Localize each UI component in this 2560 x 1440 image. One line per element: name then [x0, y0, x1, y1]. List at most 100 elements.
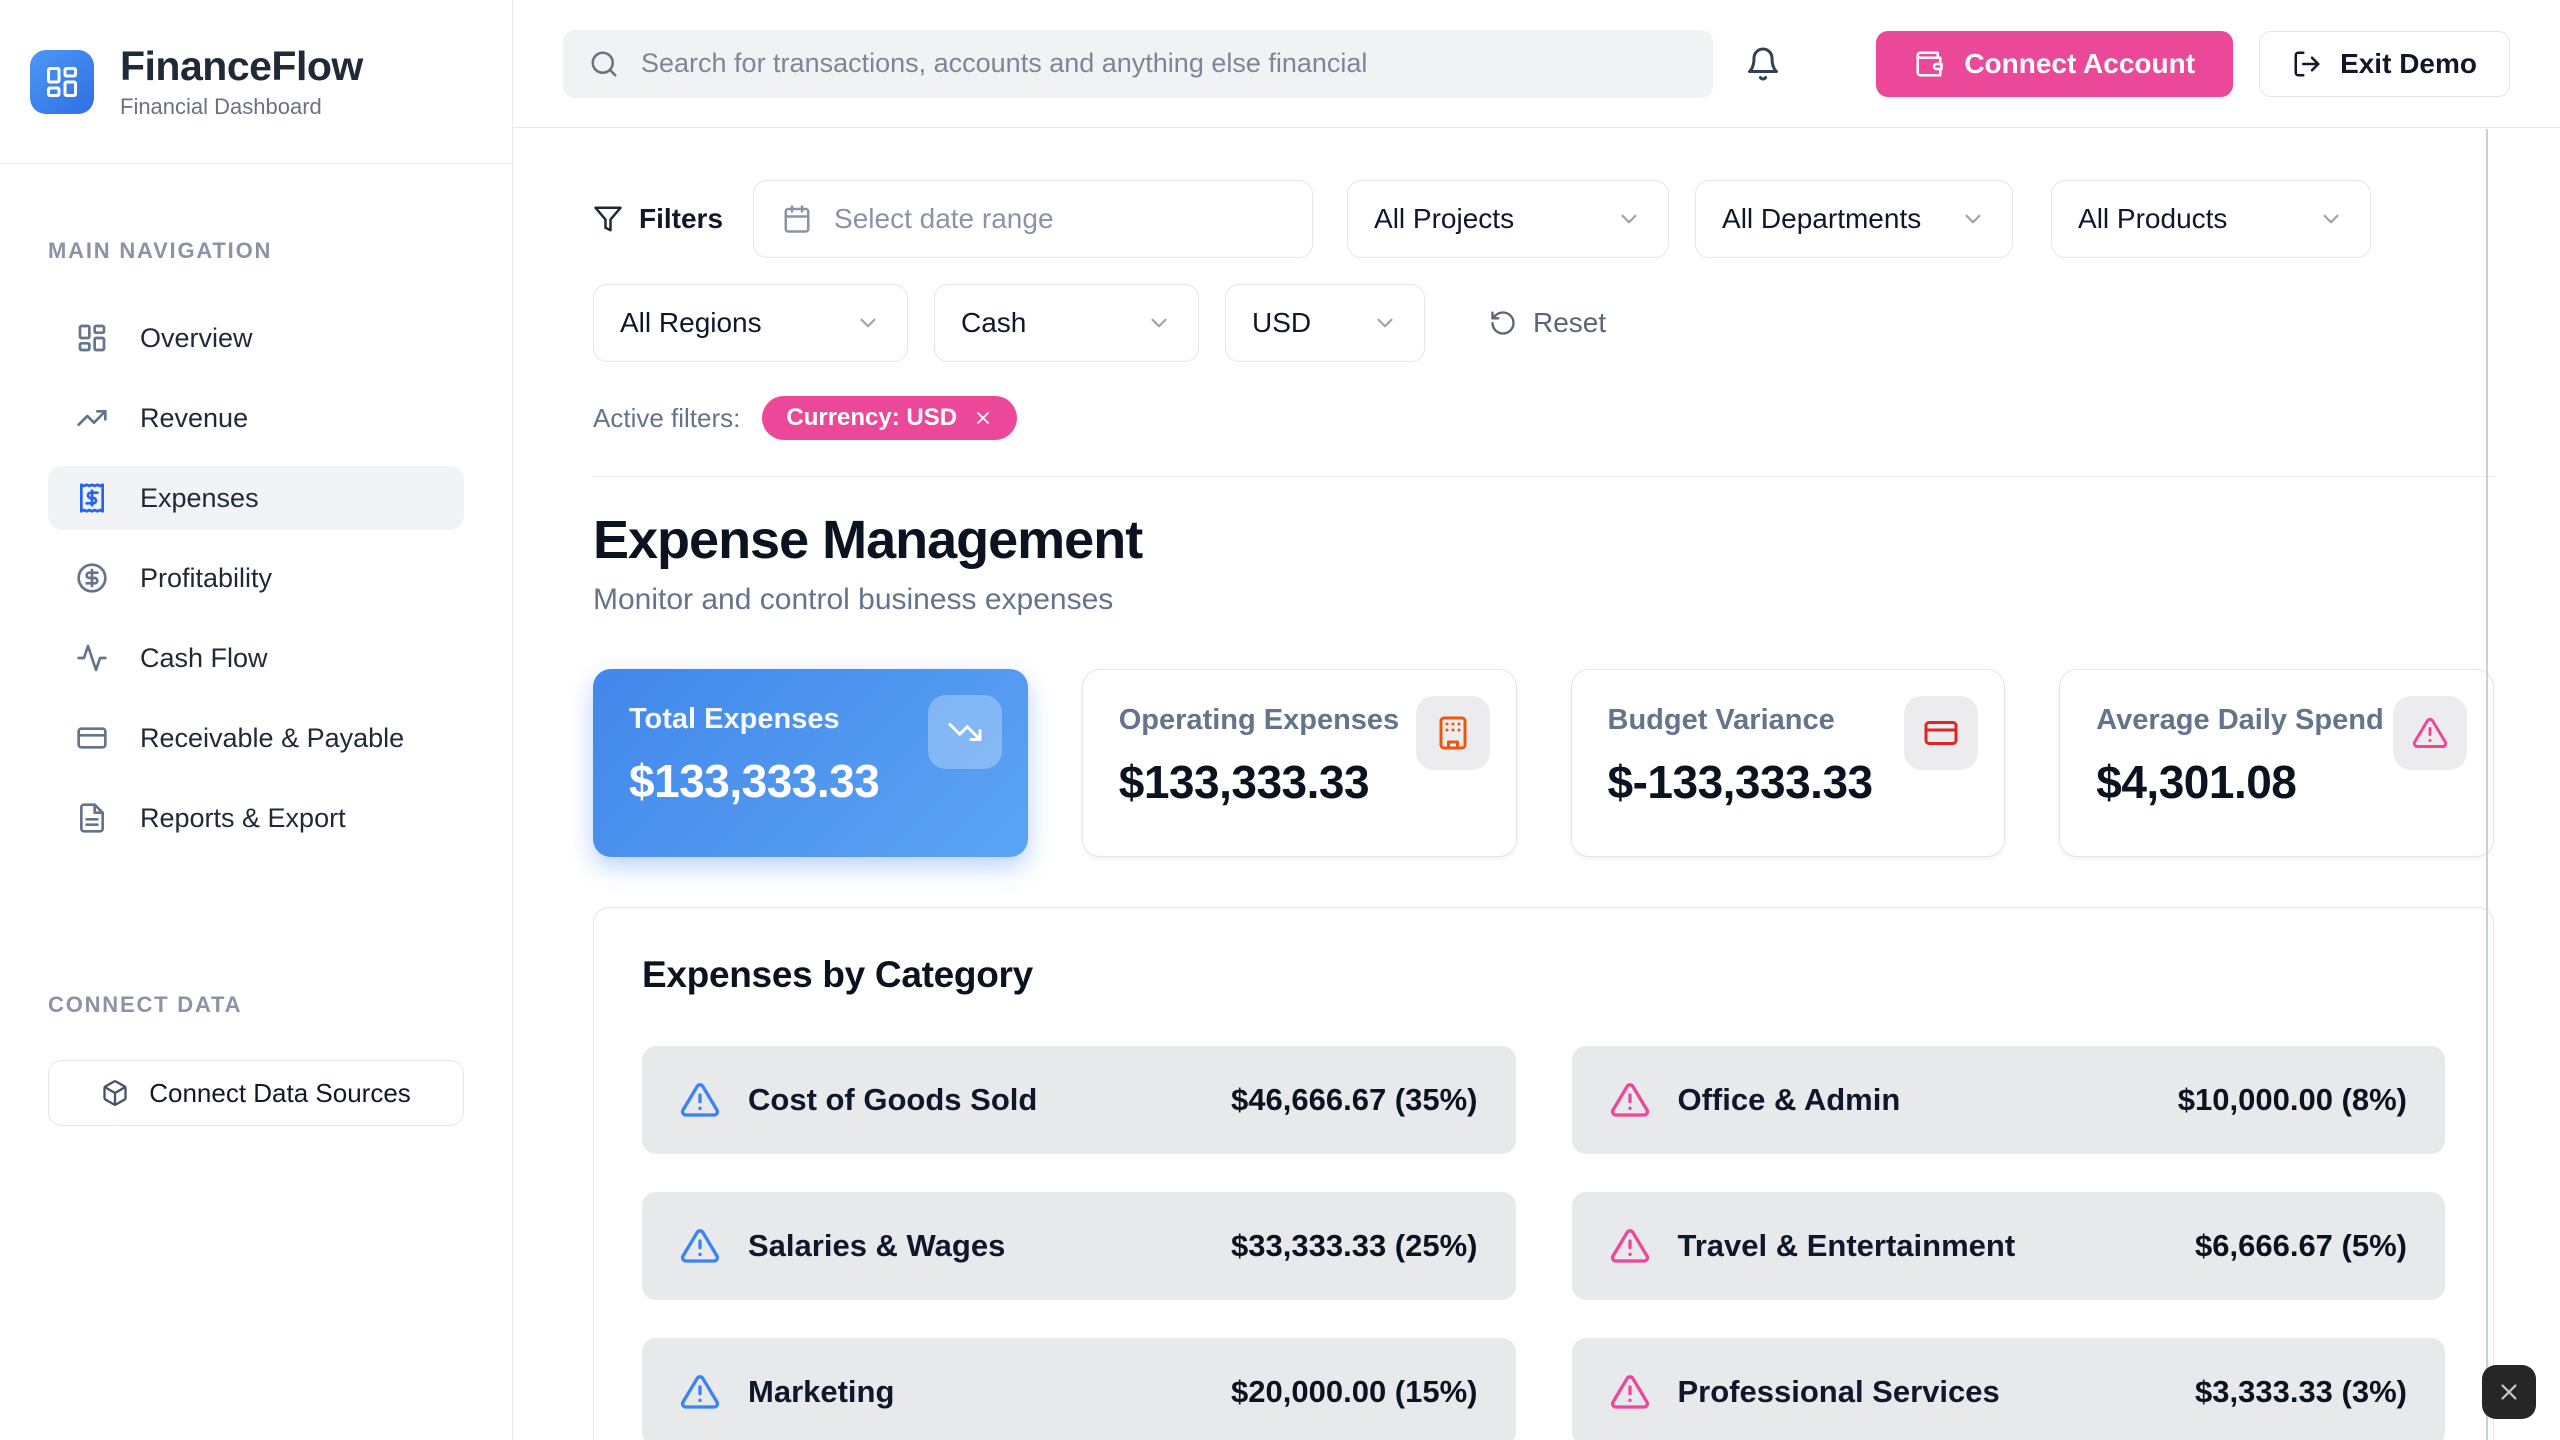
content: Filters Select date range All Projects Al…: [513, 128, 2560, 1440]
chevron-down-icon: [2323, 214, 2339, 224]
sidebar-item-label: Receivable & Payable: [140, 722, 405, 753]
category-row-marketing[interactable]: Marketing $20,000.00 (15%): [642, 1338, 1516, 1440]
select-usd[interactable]: USD: [1225, 284, 1425, 362]
sidebar-nav-section: MAIN NAVIGATION Overview Revenue Expenses P…: [0, 164, 512, 850]
stat-card-label: Total Expenses: [629, 703, 840, 735]
category-name: Travel & Entertainment: [1677, 1228, 2016, 1263]
x-icon: [977, 412, 989, 424]
select-value: All Projects: [1374, 203, 1515, 234]
stat-card-value: $-133,333.33: [1607, 756, 1874, 808]
sidebar-item-receivable-payable[interactable]: Receivable & Payable: [48, 706, 464, 770]
alert-triangle-icon: [680, 1083, 720, 1117]
trending-up-icon: [77, 410, 107, 426]
app-subtitle: Financial Dashboard: [120, 94, 322, 119]
chip-label: Currency: USD: [786, 404, 958, 431]
chip-remove-button[interactable]: [973, 408, 993, 428]
select-value: All Regions: [620, 307, 762, 338]
category-row-cost-of-goods-sold[interactable]: Cost of Goods Sold $46,666.67 (35%): [642, 1046, 1516, 1154]
section-divider: [593, 476, 2494, 477]
category-row-travel-entertainment[interactable]: Travel & Entertainment $6,666.67 (5%): [1571, 1192, 2445, 1300]
layout-dashboard-icon: [47, 66, 77, 97]
alert-triangle-icon: [2412, 717, 2448, 748]
select-all-regions[interactable]: All Regions: [593, 284, 908, 362]
sidebar-item-reports-export[interactable]: Reports & Export: [48, 786, 464, 850]
sidebar-item-profitability[interactable]: Profitability: [48, 546, 464, 610]
connect-section-title: CONNECT DATA: [48, 992, 243, 1017]
category-name: Professional Services: [1677, 1374, 2000, 1409]
connect-account-button[interactable]: Connect Account: [1876, 30, 2234, 97]
connect-account-label: Connect Account: [1964, 47, 2196, 79]
stat-card-icon-chip: [2393, 696, 2467, 770]
page-title: Expense Management: [593, 510, 1143, 570]
search-icon: [591, 51, 617, 76]
stat-card-value: $133,333.33: [1118, 756, 1370, 808]
stat-cards: Total Expenses $133,333.33 Operating Expen…: [593, 669, 2494, 857]
date-range-picker[interactable]: Select date range: [753, 180, 1314, 258]
select-value: Cash: [961, 307, 1027, 338]
select-all-products[interactable]: All Products: [2051, 180, 2372, 258]
sidebar-item-label: Revenue: [140, 402, 249, 433]
sidebar-item-cash-flow[interactable]: Cash Flow: [48, 626, 464, 690]
sidebar-item-label: Cash Flow: [140, 642, 268, 673]
building-icon: [1439, 716, 1466, 750]
active-filters-row: Active filters: Currency: USD: [593, 396, 2494, 440]
category-row-office-admin[interactable]: Office & Admin $10,000.00 (8%): [1571, 1046, 2445, 1154]
stat-card-operating-expenses: Operating Expenses $133,333.33: [1081, 669, 1517, 857]
select-all-departments[interactable]: All Departments: [1695, 180, 2014, 258]
nav-section-title: MAIN NAVIGATION: [48, 238, 273, 263]
stat-card-value: $4,301.08: [2096, 756, 2297, 808]
alert-triangle-icon: [1610, 1229, 1649, 1263]
activity-icon: [77, 644, 107, 672]
log-out-icon: [2294, 51, 2320, 76]
category-row-salaries-wages[interactable]: Salaries & Wages $33,333.33 (25%): [642, 1192, 1516, 1300]
category-amount: $3,333.33 (3%): [2195, 1374, 2407, 1409]
search-box[interactable]: [563, 29, 1713, 98]
stat-card-label: Budget Variance: [1607, 704, 1835, 736]
package-icon: [103, 1080, 127, 1106]
select-all-projects[interactable]: All Projects: [1347, 180, 1670, 258]
wallet-icon: [1916, 51, 1944, 76]
select-value: All Products: [2078, 203, 2228, 234]
sidebar-item-overview[interactable]: Overview: [48, 306, 464, 370]
active-filter-chip-currency-usd[interactable]: Currency: USD: [762, 396, 1018, 440]
sidebar-item-label: Overview: [140, 322, 253, 353]
category-row-professional-services[interactable]: Professional Services $3,333.33 (3%): [1571, 1338, 2445, 1440]
exit-demo-button[interactable]: Exit Demo: [2259, 30, 2510, 97]
reset-filters-button[interactable]: Reset: [1489, 307, 1606, 339]
sidebar-item-expenses[interactable]: Expenses: [48, 466, 464, 530]
category-amount: $46,666.67 (35%): [1231, 1082, 1478, 1117]
stat-card-icon-chip: [927, 695, 1002, 769]
reset-label: Reset: [1533, 307, 1607, 338]
connect-data-sources-button[interactable]: Connect Data Sources: [48, 1060, 464, 1126]
topbar: Connect Account Exit Demo: [513, 0, 2560, 128]
category-amount: $6,666.67 (5%): [2195, 1228, 2407, 1263]
app-logo-icon: [30, 49, 94, 114]
circle-dollar-icon: [77, 563, 107, 593]
funnel-icon: [594, 206, 622, 232]
chevron-down-icon: [1965, 214, 1981, 224]
category-name: Office & Admin: [1677, 1082, 1901, 1117]
trending-down-icon: [948, 723, 982, 741]
scrollbar-track[interactable]: [2486, 129, 2488, 1440]
stat-card-value: $133,333.33: [629, 755, 880, 807]
filter-selects-row2: All Regions Cash USD: [593, 284, 1425, 362]
sidebar-item-revenue[interactable]: Revenue: [48, 386, 464, 450]
notifications-bell-button[interactable]: [1745, 46, 1781, 82]
category-amount: $10,000.00 (8%): [2177, 1082, 2407, 1117]
category-amount: $20,000.00 (15%): [1231, 1374, 1478, 1409]
x-icon: [2501, 1384, 2517, 1400]
main-area: Connect Account Exit Demo Filters Select…: [513, 0, 2560, 1440]
brand: FinanceFlow Financial Dashboard: [0, 0, 512, 164]
category-name: Cost of Goods Sold: [748, 1082, 1038, 1117]
select-cash[interactable]: Cash: [934, 284, 1199, 362]
chevron-down-icon: [1377, 318, 1393, 328]
stat-card-icon-chip: [1904, 696, 1979, 770]
select-value: All Departments: [1722, 203, 1922, 234]
sidebar-item-label: Expenses: [140, 482, 259, 513]
stat-card-total-expenses: Total Expenses $133,333.33: [593, 669, 1028, 857]
filters-label: Filters: [593, 203, 723, 235]
search-input[interactable]: [641, 48, 1687, 79]
close-button[interactable]: [2482, 1365, 2536, 1419]
bell-icon: [1748, 47, 1778, 80]
